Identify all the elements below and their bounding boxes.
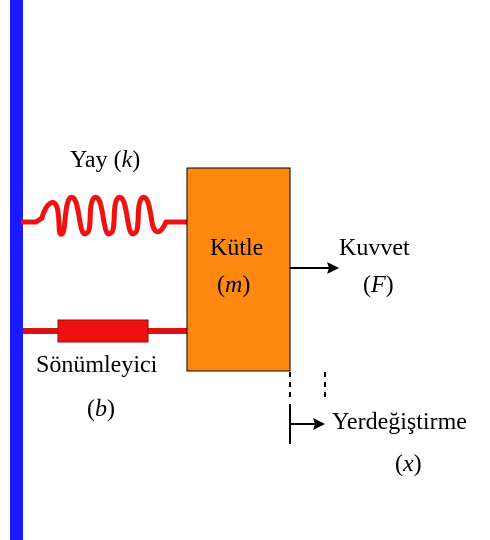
spring-label: Yay (k) xyxy=(70,148,140,172)
force-arrow-head xyxy=(327,262,339,274)
damper-symbol-close: ) xyxy=(107,396,115,422)
force-label: Kuvvet xyxy=(339,235,410,261)
mass-symbol: m xyxy=(225,272,243,298)
mass-label: Kütle xyxy=(210,235,264,261)
displacement-symbol-group: (x) xyxy=(395,452,422,476)
force-symbol-close: ) xyxy=(385,272,394,298)
spring-label-suffix: ) xyxy=(132,147,141,173)
spring-coil xyxy=(33,194,175,237)
force-symbol-group: (F) xyxy=(363,273,394,297)
wall xyxy=(10,0,23,540)
damper-cylinder xyxy=(57,319,149,343)
spring-label-prefix: Yay ( xyxy=(70,147,122,173)
displacement-symbol: x xyxy=(403,451,414,477)
force-symbol: F xyxy=(371,272,386,298)
displacement-symbol-open: ( xyxy=(395,451,403,477)
damper-symbol-open: ( xyxy=(87,396,95,422)
force-symbol-open: ( xyxy=(363,272,371,298)
damper-symbol: b xyxy=(95,396,107,422)
damper-symbol-group: (b) xyxy=(87,397,115,421)
mass-symbol-open: ( xyxy=(217,272,225,298)
displacement-arrow-head xyxy=(313,418,325,430)
mass-symbol-group: (m) xyxy=(217,273,250,297)
mass-block xyxy=(186,167,291,372)
displacement-symbol-close: ) xyxy=(413,451,422,477)
spring-symbol: k xyxy=(121,147,133,173)
displacement-label: Yerdeğiştirme xyxy=(332,409,467,435)
damper-label: Sönümleyici xyxy=(36,352,158,378)
mass-symbol-close: ) xyxy=(242,272,251,298)
